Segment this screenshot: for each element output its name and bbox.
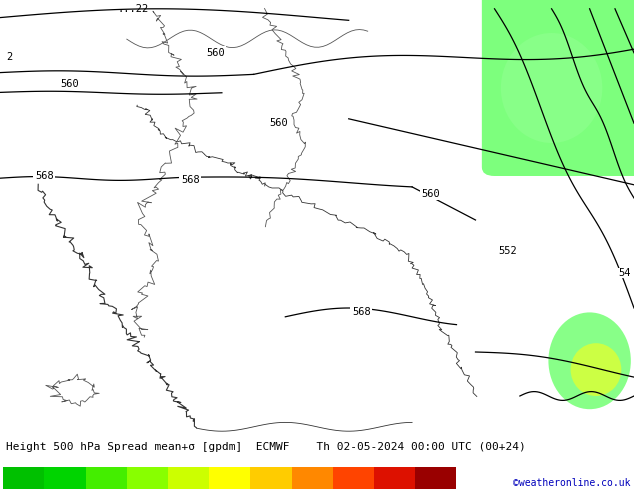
Text: 560: 560 xyxy=(206,48,225,58)
Text: 568: 568 xyxy=(181,175,200,185)
Text: 560: 560 xyxy=(422,189,441,198)
Text: 568: 568 xyxy=(352,307,371,318)
Text: 560: 560 xyxy=(269,118,288,128)
Bar xyxy=(415,467,456,489)
Bar xyxy=(168,467,209,489)
Text: 2: 2 xyxy=(6,52,13,62)
Bar xyxy=(250,467,292,489)
Bar xyxy=(374,467,415,489)
Bar xyxy=(127,467,168,489)
Text: ©weatheronline.co.uk: ©weatheronline.co.uk xyxy=(514,477,631,488)
Bar xyxy=(292,467,333,489)
Text: 560: 560 xyxy=(60,78,79,89)
FancyBboxPatch shape xyxy=(482,0,634,176)
Bar xyxy=(86,467,127,489)
Ellipse shape xyxy=(571,343,621,396)
Text: 54: 54 xyxy=(618,268,631,278)
Text: Height 500 hPa Spread mean+σ [gpdm]  ECMWF    Th 02-05-2024 00:00 UTC (00+24): Height 500 hPa Spread mean+σ [gpdm] ECMW… xyxy=(6,441,526,451)
Bar xyxy=(3,467,44,489)
Text: ...22: ...22 xyxy=(117,4,149,14)
Text: 552: 552 xyxy=(498,246,517,256)
Ellipse shape xyxy=(501,33,602,143)
Bar xyxy=(209,467,250,489)
Bar xyxy=(333,467,374,489)
Ellipse shape xyxy=(548,313,631,409)
Text: 568: 568 xyxy=(35,171,54,181)
Bar xyxy=(44,467,86,489)
